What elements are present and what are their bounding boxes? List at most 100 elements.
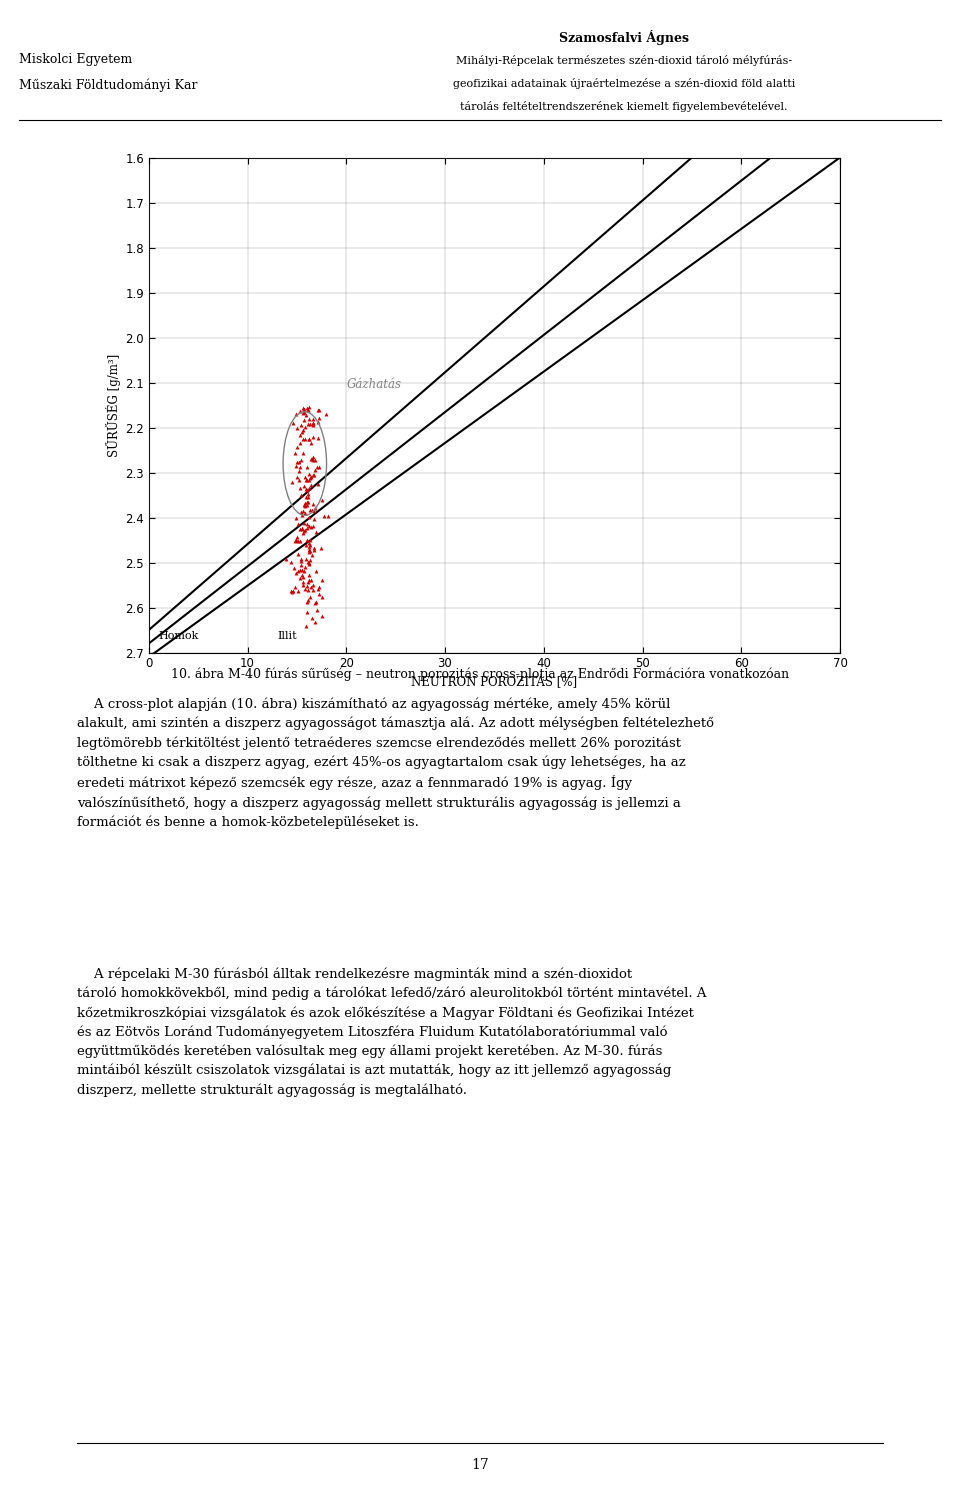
Point bbox=[299, 477, 314, 501]
Point bbox=[310, 410, 325, 434]
Point bbox=[302, 568, 318, 592]
Point bbox=[303, 574, 319, 598]
Point bbox=[308, 560, 324, 584]
Point bbox=[314, 567, 329, 591]
Point bbox=[300, 600, 315, 624]
Point bbox=[292, 518, 307, 542]
Point bbox=[300, 413, 315, 436]
Point bbox=[301, 536, 317, 560]
Point bbox=[304, 543, 320, 567]
Point bbox=[284, 470, 300, 494]
Text: Szamosfalvi Ágnes: Szamosfalvi Ágnes bbox=[559, 30, 689, 45]
Point bbox=[290, 465, 305, 489]
Point bbox=[311, 582, 326, 606]
Point bbox=[295, 441, 310, 465]
Point bbox=[302, 413, 318, 436]
Point bbox=[294, 516, 309, 540]
Point bbox=[300, 482, 315, 506]
Point bbox=[302, 472, 318, 496]
Point bbox=[297, 512, 312, 536]
Point bbox=[312, 574, 327, 598]
Point bbox=[296, 573, 311, 597]
Point bbox=[291, 579, 306, 603]
Point bbox=[283, 550, 299, 574]
Point bbox=[288, 528, 303, 552]
Point bbox=[298, 532, 313, 556]
Point bbox=[290, 558, 305, 582]
X-axis label: NEUTRON POROZITÁS [%]: NEUTRON POROZITÁS [%] bbox=[411, 675, 578, 688]
Point bbox=[298, 501, 313, 525]
Point bbox=[285, 579, 300, 603]
Point bbox=[305, 411, 321, 435]
Point bbox=[301, 514, 317, 538]
Point bbox=[294, 501, 309, 525]
Point bbox=[293, 530, 308, 554]
Point bbox=[300, 478, 315, 502]
Point bbox=[298, 555, 313, 579]
Point bbox=[300, 398, 315, 422]
Point bbox=[300, 427, 316, 451]
Point bbox=[293, 423, 308, 447]
Point bbox=[309, 454, 324, 478]
Point bbox=[299, 512, 314, 536]
Point bbox=[294, 447, 309, 471]
Point bbox=[292, 454, 307, 478]
Point bbox=[298, 465, 313, 489]
Point bbox=[291, 450, 306, 474]
Point bbox=[286, 556, 301, 580]
Point bbox=[308, 520, 324, 544]
Point bbox=[289, 416, 304, 440]
Point bbox=[287, 530, 302, 554]
Point bbox=[305, 447, 321, 471]
Point bbox=[300, 574, 315, 598]
Point bbox=[303, 447, 319, 471]
Point bbox=[305, 446, 321, 470]
Point bbox=[300, 396, 315, 420]
Point bbox=[301, 426, 317, 450]
Point bbox=[300, 570, 316, 594]
Point bbox=[293, 476, 308, 500]
Text: tárolás feltételtrendszerének kiemelt figyelembevételével.: tárolás feltételtrendszerének kiemelt fi… bbox=[460, 100, 788, 111]
Point bbox=[300, 578, 315, 602]
Text: Illit: Illit bbox=[277, 632, 297, 642]
Point bbox=[301, 506, 317, 530]
Point bbox=[296, 474, 311, 498]
Point bbox=[302, 585, 318, 609]
Point bbox=[295, 498, 310, 522]
Point bbox=[311, 426, 326, 450]
Point bbox=[299, 494, 314, 517]
Point bbox=[314, 604, 329, 628]
Point bbox=[283, 579, 299, 603]
Point bbox=[303, 465, 319, 489]
Point bbox=[304, 498, 320, 522]
Point bbox=[299, 528, 314, 552]
Point bbox=[301, 476, 317, 500]
Point bbox=[297, 396, 312, 420]
Point bbox=[298, 518, 313, 542]
Point bbox=[290, 450, 305, 474]
Point bbox=[296, 396, 311, 420]
Point bbox=[298, 427, 313, 451]
Point bbox=[297, 519, 312, 543]
Point bbox=[295, 504, 310, 528]
Point bbox=[292, 558, 307, 582]
Text: 17: 17 bbox=[471, 1458, 489, 1472]
Point bbox=[304, 606, 320, 630]
Point bbox=[302, 538, 318, 562]
Point bbox=[292, 430, 307, 454]
Point bbox=[296, 417, 311, 441]
Point bbox=[295, 520, 310, 544]
Point bbox=[288, 402, 303, 426]
Point bbox=[301, 540, 317, 564]
Point bbox=[298, 615, 313, 639]
Point bbox=[314, 585, 329, 609]
Point bbox=[300, 588, 316, 612]
Point bbox=[299, 548, 314, 572]
Point bbox=[293, 413, 308, 436]
Point bbox=[299, 468, 314, 492]
Point bbox=[289, 528, 304, 552]
Point bbox=[300, 398, 316, 422]
Point bbox=[304, 447, 320, 471]
Point bbox=[293, 399, 308, 423]
Point bbox=[306, 538, 322, 562]
